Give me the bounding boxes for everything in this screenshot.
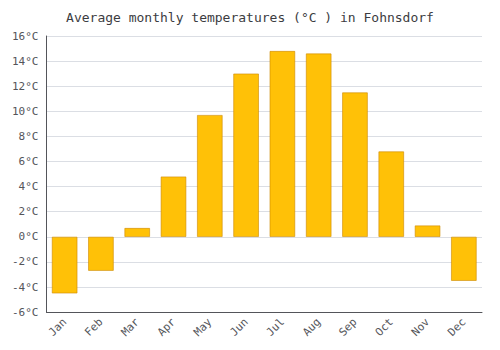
svg-text:14°C: 14°C [12,55,39,68]
svg-text:-4°C: -4°C [12,281,39,294]
svg-text:-6°C: -6°C [12,306,39,319]
svg-text:2°C: 2°C [19,205,39,218]
svg-text:0°C: 0°C [19,230,39,243]
svg-text:Jul: Jul [264,316,287,339]
svg-text:Mar: Mar [119,315,142,338]
svg-text:12°C: 12°C [12,80,39,93]
svg-text:Aug: Aug [300,316,323,339]
svg-text:10°C: 10°C [12,105,39,118]
svg-text:Oct: Oct [373,316,396,339]
svg-text:Sep: Sep [336,316,359,339]
svg-text:4°C: 4°C [19,180,39,193]
svg-text:May: May [191,315,214,338]
svg-text:6°C: 6°C [19,155,39,168]
svg-text:Nov: Nov [409,315,432,338]
svg-text:Apr: Apr [155,315,178,338]
svg-text:-2°C: -2°C [12,255,39,268]
svg-text:Jun: Jun [227,316,250,339]
svg-text:8°C: 8°C [19,130,39,143]
svg-text:Dec: Dec [445,316,468,339]
svg-text:Jan: Jan [46,316,69,339]
svg-text:Average monthly temperatures (: Average monthly temperatures (°C ) in Fo… [66,10,434,25]
svg-text:16°C: 16°C [12,30,39,43]
svg-text:Feb: Feb [82,316,105,339]
